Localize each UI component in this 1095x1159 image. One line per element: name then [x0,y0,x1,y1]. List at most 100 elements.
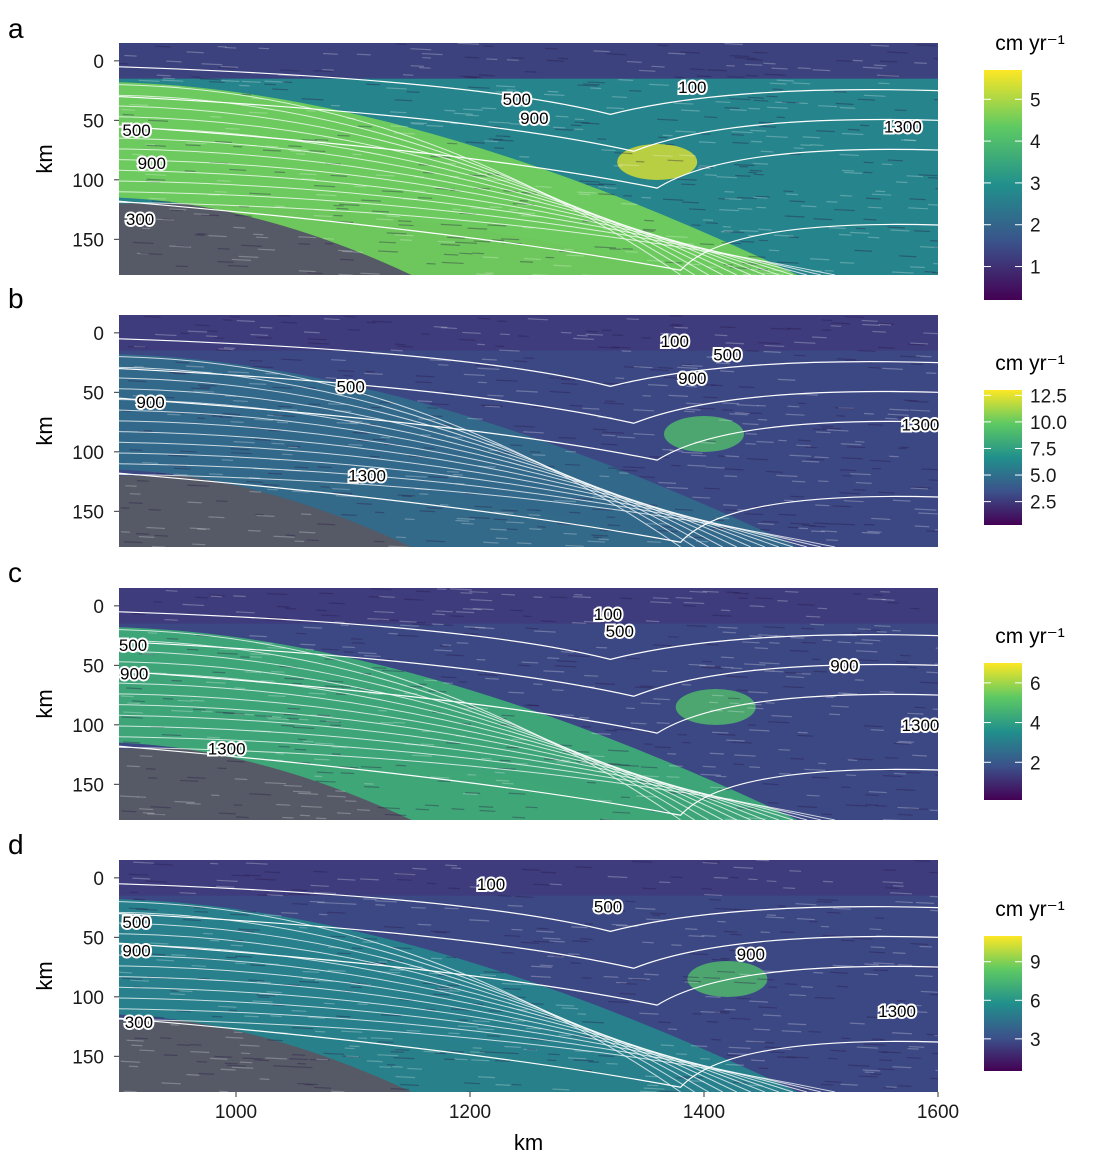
y-tick-label: 100 [72,171,104,192]
velocity-vector [878,323,892,326]
velocity-vector [674,508,693,511]
velocity-vector [400,1083,420,1087]
velocity-vector [309,140,327,143]
velocity-vector [626,60,642,63]
velocity-vector [909,266,925,269]
velocity-vector [437,987,453,990]
lithosphere-band [119,588,938,624]
velocity-vector [332,492,353,495]
velocity-vector [877,74,899,77]
velocity-vector [642,775,659,778]
colorbar-gradient [984,936,1022,1071]
velocity-vector [386,232,407,235]
velocity-vector [477,673,498,677]
velocity-vector [323,52,338,55]
velocity-vector [801,641,816,644]
velocity-vector [719,209,739,212]
velocity-vector [749,605,765,608]
velocity-vector [317,523,336,526]
velocity-vector [611,346,631,349]
velocity-vector [515,895,534,898]
velocity-vector [836,358,857,361]
velocity-vector [881,163,893,166]
velocity-vector [300,643,316,646]
velocity-vector [765,916,785,919]
colorbar-b: cm yr⁻¹2.55.07.510.012.5 [984,352,1067,525]
velocity-vector [903,399,919,402]
velocity-vector [165,589,178,592]
velocity-vector [683,604,696,607]
velocity-vector [495,135,511,138]
velocity-vector [688,208,706,211]
velocity-vector [874,625,891,628]
colorbar-tick-label: 7.5 [1030,439,1056,460]
colorbar-tick-label: 12.5 [1030,386,1067,407]
y-axis-title: km [32,144,57,173]
velocity-vector [281,321,297,324]
velocity-vector [645,523,658,525]
velocity-vector [649,83,669,86]
velocity-vector [750,129,767,132]
isotherm-label: 500 [119,636,147,655]
velocity-vector [291,1026,314,1030]
velocity-vector [890,229,910,232]
velocity-vector [253,233,264,236]
panel-letter: d [8,829,24,860]
velocity-vector [354,185,367,188]
velocity-vector [833,523,855,526]
velocity-vector [751,140,763,143]
velocity-vector [169,245,192,248]
velocity-vector [368,692,382,695]
velocity-vector [871,193,892,196]
velocity-vector [410,48,432,51]
velocity-vector [583,83,601,86]
velocity-vector [773,234,794,237]
velocity-vector [292,790,311,793]
velocity-vector [771,269,791,272]
velocity-vector [340,772,355,775]
velocity-vector [184,170,196,173]
velocity-vector [588,1061,599,1063]
velocity-vector [216,879,238,882]
velocity-vector [724,107,740,109]
velocity-vector [763,350,782,353]
velocity-vector [335,495,357,498]
velocity-vector [597,799,612,802]
velocity-vector [839,153,860,157]
velocity-vector [472,590,488,593]
velocity-vector [144,315,161,318]
velocity-vector [800,986,814,988]
velocity-vector [451,808,465,811]
velocity-vector [927,177,938,179]
velocity-vector [790,522,810,525]
velocity-vector [919,945,932,948]
velocity-vector [794,341,816,344]
velocity-vector [737,207,753,210]
velocity-vector [619,764,639,767]
velocity-vector [793,354,806,357]
velocity-vector [423,447,435,449]
velocity-vector [372,320,393,323]
velocity-vector [258,993,278,996]
velocity-vector [484,140,499,143]
velocity-vector [532,883,551,886]
velocity-vector [127,346,147,349]
velocity-vector [613,728,633,731]
velocity-vector [310,714,332,717]
velocity-vector [493,511,514,514]
velocity-vector [276,605,290,608]
velocity-vector [867,423,884,426]
velocity-vector [516,204,531,206]
velocity-vector [277,421,289,424]
velocity-vector [287,445,301,448]
velocity-vector [302,139,317,142]
y-tick-label: 150 [72,502,104,523]
velocity-vector [122,741,141,744]
velocity-vector [780,931,795,934]
velocity-vector [267,717,289,721]
velocity-vector [175,265,189,268]
velocity-vector [465,141,485,144]
velocity-vector [163,1054,178,1057]
velocity-vector [706,665,725,668]
